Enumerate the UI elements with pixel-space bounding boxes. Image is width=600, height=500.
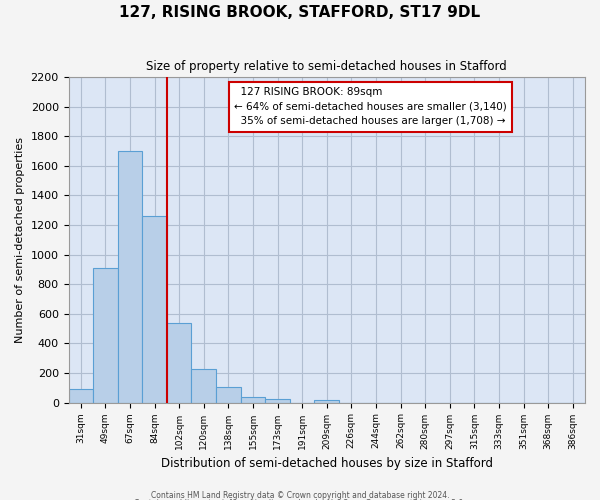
X-axis label: Distribution of semi-detached houses by size in Stafford: Distribution of semi-detached houses by … (161, 457, 493, 470)
Text: 127 RISING BROOK: 89sqm
← 64% of semi-detached houses are smaller (3,140)
  35% : 127 RISING BROOK: 89sqm ← 64% of semi-de… (234, 86, 506, 126)
Text: Contains HM Land Registry data © Crown copyright and database right 2024.: Contains HM Land Registry data © Crown c… (151, 490, 449, 500)
Bar (167, 322, 191, 402)
Bar (265, 400, 290, 402)
Title: Size of property relative to semi-detached houses in Stafford: Size of property relative to semi-detach… (146, 60, 507, 73)
Bar (93, 268, 118, 402)
Bar (241, 396, 265, 402)
Text: 127, RISING BROOK, STAFFORD, ST17 9DL: 127, RISING BROOK, STAFFORD, ST17 9DL (119, 5, 481, 20)
Text: Contains public sector information licensed under the Open Government Licence v3: Contains public sector information licen… (134, 499, 466, 500)
Bar (68, 388, 93, 402)
Y-axis label: Number of semi-detached properties: Number of semi-detached properties (15, 137, 25, 343)
Bar (216, 387, 241, 402)
Bar (142, 216, 167, 402)
Bar (118, 151, 142, 403)
Bar (191, 368, 216, 402)
Bar (314, 400, 339, 402)
